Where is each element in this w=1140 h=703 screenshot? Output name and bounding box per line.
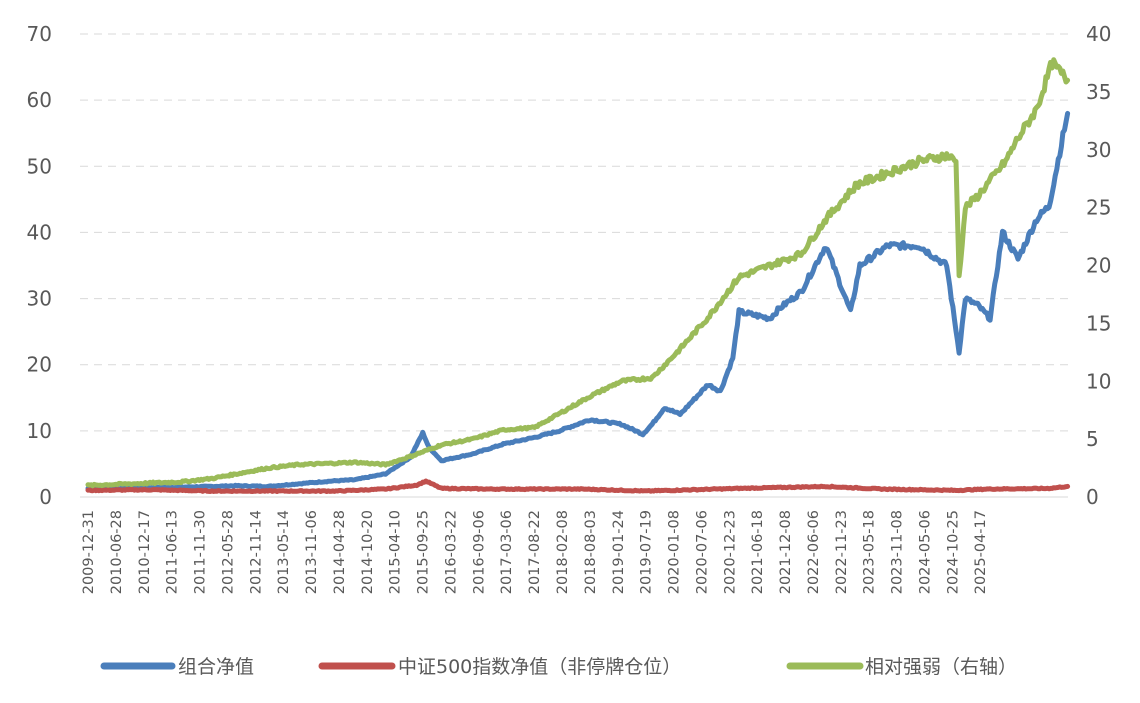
csi500-nav-line <box>85 478 1071 494</box>
y-right-tick-label: 5 <box>1086 427 1099 451</box>
y-right-tick-label: 35 <box>1086 80 1111 104</box>
y-right-tick-label: 15 <box>1086 311 1111 335</box>
x-tick-label: 2010-06-28 <box>109 510 125 594</box>
x-tick-label: 2023-05-18 <box>862 510 878 594</box>
y-left-tick-label: 70 <box>27 22 52 46</box>
legend-label-portfolio: 组合净值 <box>178 656 254 678</box>
x-axis: 2009-12-31 2010-06-28 2010-12-17 2011-06-13… <box>81 510 989 594</box>
y-left-tick-label: 10 <box>27 419 52 443</box>
x-tick-label: 2018-02-08 <box>555 510 571 594</box>
y-right-tick-label: 25 <box>1086 196 1111 220</box>
x-tick-label: 2013-05-14 <box>276 510 292 594</box>
x-tick-label: 2022-11-23 <box>834 510 850 594</box>
x-tick-label: 2024-10-25 <box>945 510 961 594</box>
y-left-tick-label: 20 <box>27 353 52 377</box>
x-tick-label: 2019-07-19 <box>639 510 655 594</box>
x-tick-label: 2020-12-23 <box>722 510 738 594</box>
x-tick-label: 2015-09-25 <box>416 510 432 594</box>
x-tick-label: 2012-11-14 <box>248 510 264 594</box>
y-axis-right: 0 5 10 15 20 25 30 35 40 <box>1086 22 1111 509</box>
x-tick-label: 2015-04-10 <box>388 510 404 594</box>
x-tick-label: 2022-06-06 <box>806 510 822 594</box>
y-left-tick-label: 0 <box>39 485 52 509</box>
x-tick-label: 2021-12-08 <box>778 510 794 594</box>
y-axis-left: 0 10 20 30 40 50 60 70 <box>27 22 52 509</box>
x-tick-label: 2011-06-13 <box>165 510 181 594</box>
x-tick-label: 2023-11-08 <box>890 510 906 594</box>
x-tick-label: 2016-09-06 <box>471 510 487 594</box>
x-tick-label: 2009-12-31 <box>81 510 97 594</box>
x-tick-label: 2020-01-08 <box>667 510 683 594</box>
y-left-tick-label: 30 <box>27 287 52 311</box>
x-tick-label: 2012-05-28 <box>220 510 236 594</box>
series-lines <box>85 57 1071 494</box>
y-right-tick-label: 20 <box>1086 254 1111 278</box>
x-tick-label: 2017-08-22 <box>527 510 543 594</box>
x-tick-label: 2018-08-03 <box>583 510 599 594</box>
y-left-tick-label: 60 <box>27 88 52 112</box>
x-tick-label: 2011-11-30 <box>193 510 209 594</box>
legend-label-csi500: 中证500指数净值（非停牌仓位） <box>398 656 681 678</box>
gridlines <box>80 33 1068 498</box>
x-tick-label: 2013-11-06 <box>304 510 320 594</box>
x-tick-label: 2024-05-06 <box>917 510 933 594</box>
x-tick-label: 2014-04-28 <box>332 510 348 594</box>
portfolio-nav-line <box>85 110 1071 492</box>
relative-strength-line <box>85 57 1071 489</box>
x-tick-label: 2010-12-17 <box>137 510 153 594</box>
y-left-tick-label: 40 <box>27 220 52 244</box>
x-tick-label: 2014-10-20 <box>360 510 376 594</box>
y-right-tick-label: 30 <box>1086 138 1111 162</box>
y-right-tick-label: 40 <box>1086 22 1111 46</box>
x-tick-label: 2020-07-06 <box>694 510 710 594</box>
x-tick-label: 2025-04-17 <box>973 510 989 594</box>
legend: 组合净值 中证500指数净值（非停牌仓位） 相对强弱（右轴） <box>100 656 1017 678</box>
y-right-tick-label: 10 <box>1086 369 1111 393</box>
legend-label-relative-strength: 相对强弱（右轴） <box>865 656 1017 678</box>
y-left-tick-label: 50 <box>27 154 52 178</box>
y-right-tick-label: 0 <box>1086 485 1099 509</box>
x-tick-label: 2019-01-24 <box>611 510 627 594</box>
x-tick-label: 2021-06-18 <box>750 510 766 594</box>
x-tick-label: 2017-03-06 <box>499 510 515 594</box>
x-tick-label: 2016-03-22 <box>443 510 459 594</box>
